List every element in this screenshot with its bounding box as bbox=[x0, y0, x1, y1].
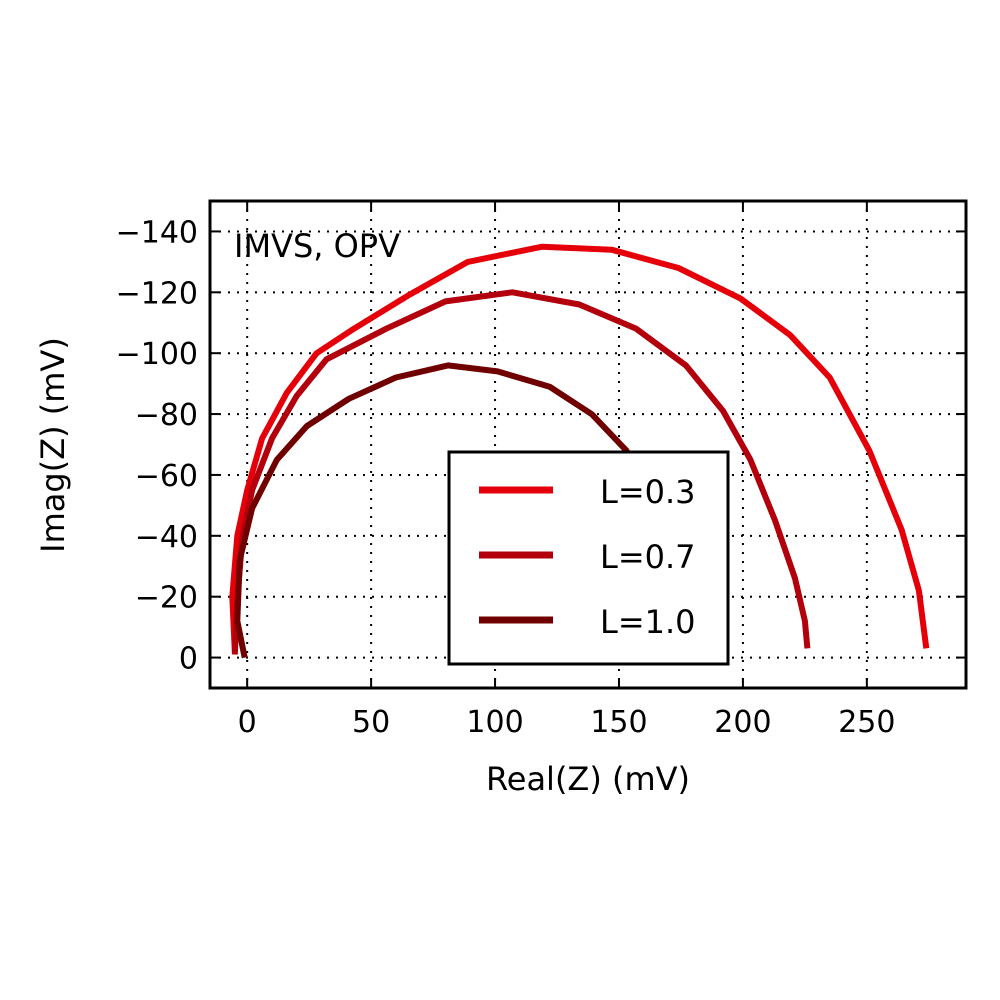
y-tick-label: −60 bbox=[135, 459, 198, 494]
y-tick-label: −20 bbox=[135, 581, 198, 616]
ticks: 0 50 100 150 200 250 0 −20 −40 −60 −80 −100 −120 −140 bbox=[116, 201, 966, 740]
legend: L=0.3 L=0.7 L=1.0 bbox=[447, 450, 730, 666]
y-axis-label: Imag(Z) (mV) bbox=[34, 337, 72, 553]
legend-label: L=1.0 bbox=[600, 603, 696, 641]
plot-frame bbox=[208, 199, 968, 690]
series-line-L-1-0 bbox=[234, 362, 652, 659]
y-tick-label: −40 bbox=[135, 520, 198, 555]
y-tick-label: −100 bbox=[116, 337, 198, 372]
x-tick-label: 50 bbox=[352, 705, 390, 740]
y-tick-label: −140 bbox=[116, 215, 198, 250]
series-line-L-0-7 bbox=[231, 289, 811, 655]
x-tick-label: 100 bbox=[466, 705, 523, 740]
x-tick-label: 200 bbox=[714, 705, 771, 740]
y-tick-label: −120 bbox=[116, 276, 198, 311]
x-tick-label: 150 bbox=[590, 705, 647, 740]
y-tick-label: 0 bbox=[179, 642, 198, 677]
x-tick-label: 0 bbox=[238, 705, 257, 740]
annotation: IMVS, OPV bbox=[234, 227, 400, 265]
x-axis-label: Real(Z) (mV) bbox=[486, 760, 690, 798]
y-tick-label: −80 bbox=[135, 398, 198, 433]
series-lines bbox=[229, 243, 930, 659]
x-tick-label: 250 bbox=[838, 705, 895, 740]
legend-label: L=0.7 bbox=[600, 538, 696, 576]
series-line-L-0-3 bbox=[229, 243, 930, 652]
legend-label: L=0.3 bbox=[600, 473, 696, 511]
